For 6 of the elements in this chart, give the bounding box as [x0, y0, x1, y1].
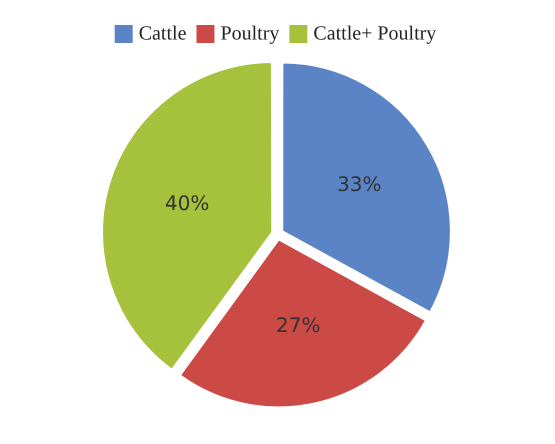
- legend-label: Poultry: [220, 22, 280, 44]
- data-label: 40%: [164, 190, 210, 215]
- data-label: 33%: [337, 172, 382, 196]
- legend-label: Cattle: [138, 22, 187, 44]
- legend-label: Cattle+ Poultry: [313, 22, 436, 44]
- data-label: 27%: [276, 312, 320, 337]
